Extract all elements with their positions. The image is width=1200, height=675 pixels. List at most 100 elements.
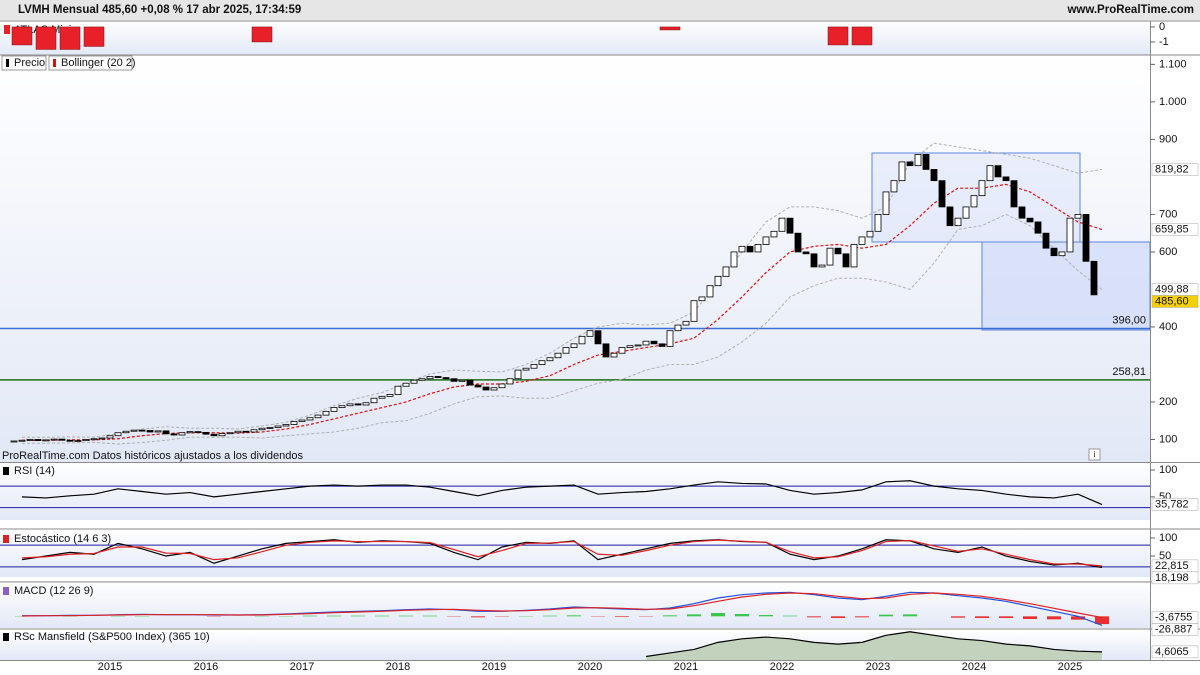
candle: [778, 217, 786, 232]
candle: [698, 296, 706, 302]
candle: [530, 364, 538, 369]
legend-icon: [4, 25, 10, 34]
x-tick-label: 2017: [290, 661, 314, 673]
header-bar: [0, 0, 1200, 20]
legend-icon: [53, 59, 56, 67]
candle: [162, 430, 170, 435]
bar: [687, 614, 701, 617]
candle: [626, 345, 634, 348]
bar: [327, 615, 341, 617]
header-site[interactable]: www.ProRealTime.com: [1066, 4, 1194, 16]
panel-bg: [0, 55, 1150, 462]
panel-borders: [0, 20, 1200, 661]
candle: [138, 429, 146, 432]
info-icon-glyph: i: [1094, 450, 1096, 459]
legend-label: Bollinger (20 2): [61, 57, 136, 69]
y-tick-label: 900: [1159, 133, 1177, 145]
candle: [602, 343, 610, 358]
candle: [578, 335, 586, 345]
candle: [274, 425, 282, 428]
candle: [1002, 176, 1010, 182]
y-tick-label: 600: [1159, 246, 1177, 258]
bar: [827, 26, 849, 46]
candle: [682, 320, 690, 326]
candle: [938, 180, 946, 208]
candle: [74, 440, 82, 443]
candle: [362, 402, 370, 406]
legend-icon: [6, 59, 9, 67]
candle: [666, 330, 674, 347]
candle: [906, 161, 914, 167]
axis-label: 4,6065: [1155, 646, 1189, 658]
header-title: LVMH Mensual 485,60 +0,08 % 17 abr 2025,…: [18, 4, 301, 16]
bar: [567, 615, 581, 617]
candle: [794, 232, 802, 253]
candle: [218, 433, 226, 437]
candle: [450, 378, 458, 382]
candle: [354, 403, 362, 406]
y-tick-label: 100: [1159, 532, 1177, 544]
candle: [818, 264, 826, 268]
y-tick-label: 0: [1159, 21, 1165, 33]
candle: [106, 435, 114, 439]
candle: [786, 217, 794, 234]
bar: [1047, 616, 1061, 620]
candle: [834, 247, 842, 255]
bar: [375, 615, 389, 617]
x-tick-label: 2022: [770, 661, 794, 673]
bar: [543, 615, 557, 617]
candle: [1058, 251, 1066, 257]
candle: [10, 440, 18, 443]
candle: [946, 206, 954, 227]
bar: [711, 613, 725, 617]
candle: [954, 217, 962, 227]
candle: [434, 376, 442, 378]
candle: [490, 387, 498, 391]
candle: [842, 253, 850, 268]
candle: [130, 429, 138, 432]
info-icon[interactable]: [1088, 448, 1101, 461]
panel-title: Estocástico (14 6 3): [14, 533, 111, 545]
candle: [522, 367, 530, 371]
y-tick-label: 50: [1159, 550, 1171, 562]
candle: [914, 154, 922, 167]
bollinger-band: [22, 142, 1103, 438]
bar: [251, 26, 273, 43]
bar: [659, 26, 681, 31]
panel-title: MACD (12 26 9): [14, 585, 93, 597]
candle: [322, 410, 330, 416]
candle: [418, 378, 426, 381]
axis-label: 659,85: [1155, 223, 1189, 235]
candle: [658, 343, 666, 347]
bar: [303, 615, 317, 617]
legend-box[interactable]: [48, 55, 133, 71]
line: [645, 631, 1103, 658]
axis-label: 35,782: [1155, 498, 1189, 510]
candle: [346, 403, 354, 407]
candle: [762, 236, 770, 245]
candle: [554, 352, 562, 359]
candle: [874, 214, 882, 232]
axis-label: -26,887: [1155, 623, 1192, 635]
candle: [994, 165, 1002, 178]
candle: [466, 379, 474, 386]
candle: [586, 330, 594, 337]
note: ProRealTime.com Datos históricos ajustad…: [2, 450, 304, 462]
y-tick-label: 1.000: [1159, 96, 1187, 108]
candle: [746, 245, 754, 253]
candle: [1074, 214, 1082, 219]
candle: [514, 369, 522, 380]
candle: [498, 383, 506, 389]
legend-box[interactable]: [1, 55, 47, 71]
candle: [170, 433, 178, 436]
bar: [1023, 616, 1037, 619]
candle: [442, 377, 450, 380]
bar: [855, 616, 869, 618]
candle: [186, 431, 194, 434]
candle: [210, 433, 218, 437]
line: [21, 592, 1103, 619]
candle: [178, 432, 186, 436]
candle: [82, 439, 90, 442]
axis-label: 18,198: [1155, 572, 1189, 584]
level-label: 396,00: [1112, 314, 1146, 326]
